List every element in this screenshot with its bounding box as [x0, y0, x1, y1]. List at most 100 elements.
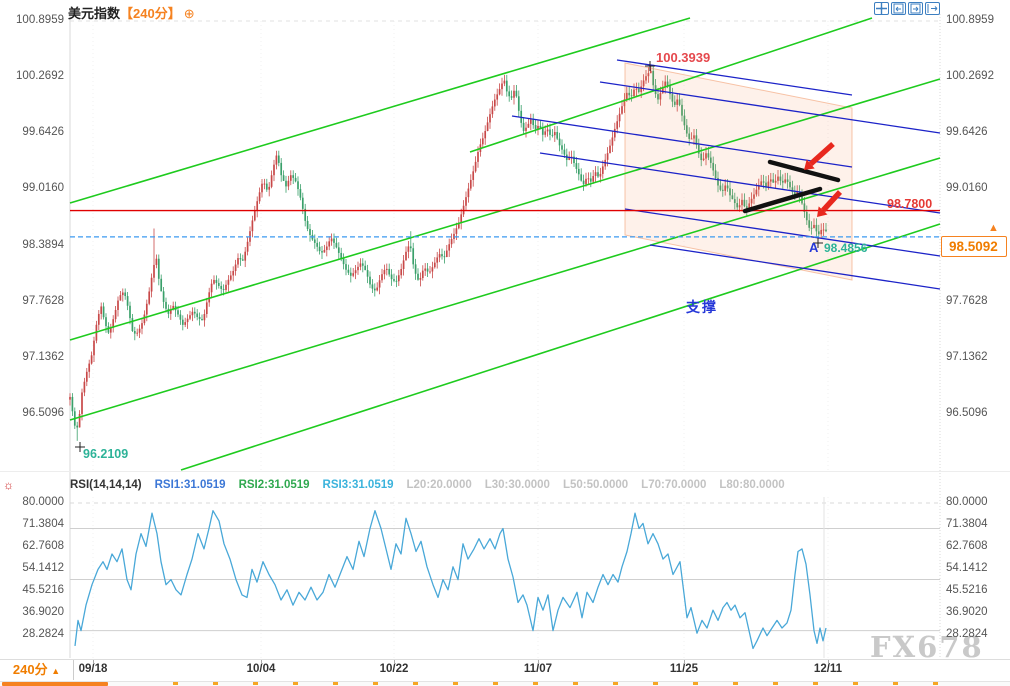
rsi-legend-item[interactable]: L80:80.0000	[719, 479, 785, 491]
zoom-in-chart-icon[interactable]	[908, 2, 923, 15]
price-axis-label-left: 97.1362	[22, 350, 64, 363]
point-a-marker: A	[809, 240, 819, 255]
price-axis-label-right: 97.1362	[946, 350, 988, 363]
price-axis-label-left: 99.0160	[22, 182, 64, 195]
x-axis-tick	[538, 660, 539, 664]
scrollbar-tick	[733, 682, 738, 685]
watermark: FX678	[870, 630, 984, 664]
scrollbar-tick	[533, 682, 538, 685]
date-row-border	[0, 659, 1010, 660]
scrollbar-tick	[573, 682, 578, 685]
rsi-line-series	[74, 510, 827, 650]
rsi-axis-label-right: 71.3804	[946, 517, 988, 530]
scrollbar-tick	[173, 682, 178, 685]
x-axis-tick	[684, 660, 685, 664]
scrollbar-tick	[213, 682, 218, 685]
price-up-arrow-icon: ▲	[988, 222, 999, 234]
scrollbar-tick	[773, 682, 778, 685]
scrollbar-tick	[853, 682, 858, 685]
scrollbar-tick	[813, 682, 818, 685]
green-trend-channel[interactable]	[69, 17, 941, 471]
rsi-legend: RSI(14,14,14) RSI1:31.0519 RSI2:31.0519 RS…	[70, 479, 785, 491]
rsi-legend-item[interactable]: L30:30.0000	[484, 479, 550, 491]
rsi-legend-item[interactable]: RSI1:31.0519	[154, 479, 226, 491]
scrollbar-tick	[413, 682, 418, 685]
rsi-axis-label-right: 45.5216	[946, 583, 988, 596]
scrollbar-tick	[453, 682, 458, 685]
x-axis-tick	[93, 660, 94, 664]
price-axis-label-left: 98.3894	[22, 238, 64, 251]
rsi-indicator-name[interactable]: RSI(14,14,14)	[70, 479, 142, 491]
current-price-box: 98.5092	[941, 236, 1007, 257]
marked-low-price-label: 98.4856	[824, 241, 868, 255]
blue-trend-channel[interactable]	[511, 59, 941, 290]
x-axis-date-label: 10/04	[246, 663, 276, 675]
x-axis-date-label: 12/11	[813, 663, 843, 675]
support-text-label: 支撑	[686, 299, 718, 315]
timeframe-selector[interactable]: 240分 ▲	[0, 660, 74, 680]
x-axis-date-label: 10/22	[379, 663, 409, 675]
drawn-channel-region[interactable]	[624, 62, 853, 281]
rsi-axis-label-left: 54.1412	[22, 561, 64, 574]
rsi-axis-label-right: 28.2824	[946, 627, 988, 640]
scrollbar-tick	[493, 682, 498, 685]
scrollbar-thumb[interactable]	[2, 682, 108, 686]
rsi-legend-item[interactable]: L70:70.0000	[641, 479, 707, 491]
rsi-legend-item[interactable]: RSI3:31.0519	[322, 479, 394, 491]
price-axis-label-left: 97.7628	[22, 294, 64, 307]
chart-title: 美元指数【240分】 ⊕	[68, 3, 195, 22]
red-arrow-annotations	[804, 141, 843, 217]
period-label[interactable]: 【240分】	[120, 6, 181, 21]
scrollbar-tick	[333, 682, 338, 685]
rsi-axis-label-right: 62.7608	[946, 539, 988, 552]
price-axis-label-left: 96.5096	[22, 407, 64, 419]
timeframe-label: 240分	[12, 662, 48, 677]
price-axis-label-right: 99.6426	[946, 126, 988, 139]
scrollbar-tick	[293, 682, 298, 685]
symbol-name: 美元指数	[68, 6, 121, 21]
time-scrollbar[interactable]	[0, 681, 1010, 686]
indicator-settings-icon[interactable]: ☼	[3, 478, 14, 492]
rsi-axis-label-right: 36.9020	[946, 605, 988, 618]
rsi-axis-label-left: 80.0000	[22, 496, 64, 508]
price-axis-label-left: 100.2692	[16, 70, 64, 83]
timeframe-arrow-icon: ▲	[51, 666, 61, 676]
rsi-legend-item[interactable]: L50:50.0000	[562, 479, 629, 491]
scrollbar-tick	[653, 682, 658, 685]
scrollbar-tick	[613, 682, 618, 685]
price-axis-label-left: 99.6426	[22, 126, 64, 139]
rsi-axis-label-left: 28.2824	[22, 627, 64, 640]
panel-separator	[0, 471, 1010, 472]
price-axis-label-right: 96.5096	[946, 407, 988, 419]
peak-price-label: 100.3939	[656, 50, 711, 65]
crosshair-icon[interactable]	[874, 2, 889, 15]
price-axis-label-right: 100.8959	[946, 14, 994, 26]
rsi-axis-label-right: 54.1412	[946, 561, 988, 574]
resistance-price-label: 98.7800	[887, 197, 933, 211]
price-axis-label-right: 97.7628	[946, 294, 988, 307]
x-axis-tick	[828, 660, 829, 664]
next-page-icon[interactable]	[925, 2, 940, 15]
zoom-out-chart-icon[interactable]	[891, 2, 906, 15]
x-axis-date-label: 09/18	[78, 663, 108, 675]
x-axis-tick	[394, 660, 395, 664]
add-indicator-icon[interactable]: ⊕	[183, 6, 195, 21]
scrollbar-tick	[253, 682, 258, 685]
rsi-axis-label-left: 71.3804	[22, 517, 64, 530]
rsi-axis-label-left: 62.7608	[22, 539, 64, 552]
start-low-price-label: 96.2109	[83, 447, 129, 461]
rsi-legend-item[interactable]: L20:20.0000	[406, 479, 472, 491]
rsi-axis-label-right: 80.0000	[946, 496, 988, 508]
black-trend-segments[interactable]	[742, 159, 841, 214]
price-axis-label-right: 99.0160	[946, 182, 988, 195]
rsi-axis-label-left: 45.5216	[22, 583, 64, 596]
price-axis-label-right: 100.2692	[946, 70, 994, 83]
rsi-legend-item[interactable]: RSI2:31.0519	[238, 479, 310, 491]
x-axis-tick	[261, 660, 262, 664]
rsi-axis-label-left: 36.9020	[22, 605, 64, 618]
x-axis-date-label: 11/07	[523, 663, 553, 675]
scrollbar-tick	[693, 682, 698, 685]
price-axis-label-left: 100.8959	[16, 14, 64, 26]
